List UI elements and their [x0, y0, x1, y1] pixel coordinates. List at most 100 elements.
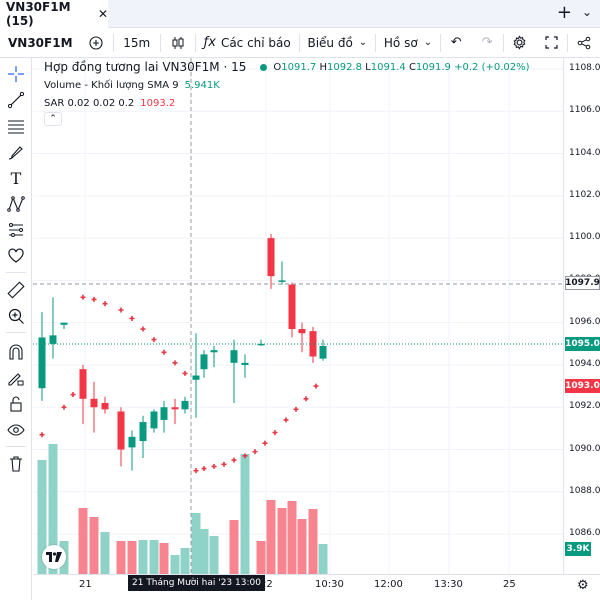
- sar-marker: [293, 406, 299, 412]
- lock-drawings-button[interactable]: [6, 368, 26, 388]
- zoom-in-icon: [8, 308, 24, 324]
- hide-drawings-button[interactable]: [6, 420, 26, 440]
- ruler-icon: [7, 281, 25, 299]
- symbol-search-button[interactable]: VN30F1M: [0, 28, 79, 58]
- open-value: 1091.7: [281, 61, 317, 73]
- crosshair-tool-button[interactable]: [6, 64, 26, 84]
- time-tick: 22: [260, 579, 273, 590]
- settings-button[interactable]: [503, 28, 536, 58]
- candles-button[interactable]: [161, 28, 195, 58]
- text-icon: T: [10, 168, 22, 188]
- candlestick-icon: [172, 36, 184, 49]
- divider: [112, 33, 114, 52]
- profile-button[interactable]: Hồ sơ ⌄: [376, 28, 440, 58]
- share-button[interactable]: [568, 28, 600, 58]
- lock-all-button[interactable]: [6, 394, 26, 414]
- pattern-tool-button[interactable]: [6, 194, 26, 214]
- candle-body: [192, 375, 200, 380]
- favorites-tool-button[interactable]: [6, 246, 26, 266]
- sar-marker: [221, 461, 227, 467]
- close-tab-icon[interactable]: ✕: [97, 7, 108, 21]
- compare-button[interactable]: [79, 28, 113, 58]
- sar-marker: [182, 370, 188, 376]
- magnet-tool-button[interactable]: [6, 342, 26, 362]
- volume-bar: [287, 501, 297, 574]
- price-tick: 1094.0: [569, 358, 600, 369]
- chevron-down-icon[interactable]: ⌄: [581, 5, 592, 19]
- collapse-legend-button[interactable]: ⌃: [44, 112, 62, 126]
- time-tick: 13:30: [434, 579, 463, 590]
- brush-icon: [8, 146, 23, 160]
- sar-marker: [70, 392, 76, 398]
- candle-body: [241, 362, 249, 365]
- gear-icon[interactable]: ⚙: [577, 578, 589, 593]
- pencil-lock-icon: [8, 373, 24, 386]
- trendline-icon: [7, 91, 25, 109]
- sar-marker: [262, 440, 268, 446]
- chart-layout-button[interactable]: Biểu đồ ⌄: [299, 28, 375, 58]
- volume-bar: [318, 544, 328, 574]
- divider: [6, 446, 26, 447]
- time-axis[interactable]: ⚙ 21 22 10:30 12:00 13:30 25: [33, 574, 600, 600]
- sar-marker: [303, 396, 309, 402]
- sar-price-label: 1093.0: [565, 379, 600, 394]
- remove-drawings-button[interactable]: [6, 454, 26, 474]
- sar-marker: [118, 307, 124, 313]
- volume-bar: [37, 460, 47, 574]
- trendline-tool-button[interactable]: [6, 90, 26, 110]
- candle-body: [60, 322, 68, 325]
- sar-marker: [91, 296, 97, 302]
- trash-icon: [10, 456, 22, 472]
- text-tool-button[interactable]: T: [6, 168, 26, 188]
- candle-body: [150, 411, 158, 429]
- sar-marker: [172, 360, 178, 366]
- volume-bar: [209, 536, 219, 574]
- sar-marker: [231, 457, 237, 463]
- tab-active[interactable]: VN30F1M (15) ✕: [0, 0, 108, 28]
- price-chart[interactable]: [33, 58, 563, 574]
- sar-marker: [211, 463, 217, 469]
- sar-marker: [140, 326, 146, 332]
- price-tick: 1092.0: [569, 401, 600, 412]
- redo-button[interactable]: ↷: [472, 28, 503, 58]
- undo-button[interactable]: ↶: [441, 28, 472, 58]
- plus-circle-icon: [88, 35, 103, 50]
- sar-marker: [39, 432, 45, 438]
- candle-body: [139, 422, 147, 442]
- top-toolbar: VN30F1M 15m ƒx Các chỉ báo Biểu đồ ⌄ Hồ …: [0, 28, 600, 58]
- tv-logo-icon: [46, 552, 62, 562]
- tradingview-logo[interactable]: [42, 545, 66, 569]
- market-open-icon: [260, 63, 268, 71]
- interval-label: 15m: [123, 35, 151, 50]
- measure-tool-button[interactable]: [6, 280, 26, 300]
- volume-bar: [229, 520, 239, 574]
- price-axis[interactable]: 1108.01106.01104.01102.01100.01098.01096…: [563, 58, 600, 574]
- volume-bar: [138, 540, 148, 574]
- candle-body: [230, 350, 238, 363]
- drawing-toolbar: T: [0, 58, 32, 600]
- volume-bar: [170, 555, 180, 574]
- indicators-button[interactable]: ƒx Các chỉ báo: [196, 28, 299, 58]
- brush-tool-button[interactable]: [6, 142, 26, 162]
- legend-volume-row[interactable]: Volume - Khối lượng SMA 9 5.941K: [44, 76, 530, 94]
- new-tab-icon[interactable]: +: [556, 2, 572, 23]
- sar-marker: [161, 349, 167, 355]
- time-tick: 25: [503, 579, 516, 590]
- volume-bar: [256, 541, 266, 574]
- candle-body: [181, 400, 189, 410]
- gear-icon: [513, 35, 526, 50]
- divider: [298, 33, 300, 52]
- candle-body: [257, 343, 265, 346]
- forecast-tool-button[interactable]: [6, 220, 26, 240]
- divider: [6, 272, 26, 273]
- fib-tool-button[interactable]: [6, 116, 26, 136]
- chevron-up-icon: ⌃: [49, 114, 57, 124]
- sar-label: SAR 0.02 0.02 0.2: [44, 97, 135, 109]
- function-icon: ƒx: [203, 35, 216, 50]
- legend-sar-row[interactable]: SAR 0.02 0.02 0.2 1093.2: [44, 94, 530, 112]
- fullscreen-button[interactable]: [536, 28, 567, 58]
- zoom-tool-button[interactable]: [6, 306, 26, 326]
- chevron-down-icon: ⌄: [358, 37, 368, 48]
- horizontal-lines-icon: [8, 120, 24, 134]
- interval-button[interactable]: 15m: [113, 28, 160, 58]
